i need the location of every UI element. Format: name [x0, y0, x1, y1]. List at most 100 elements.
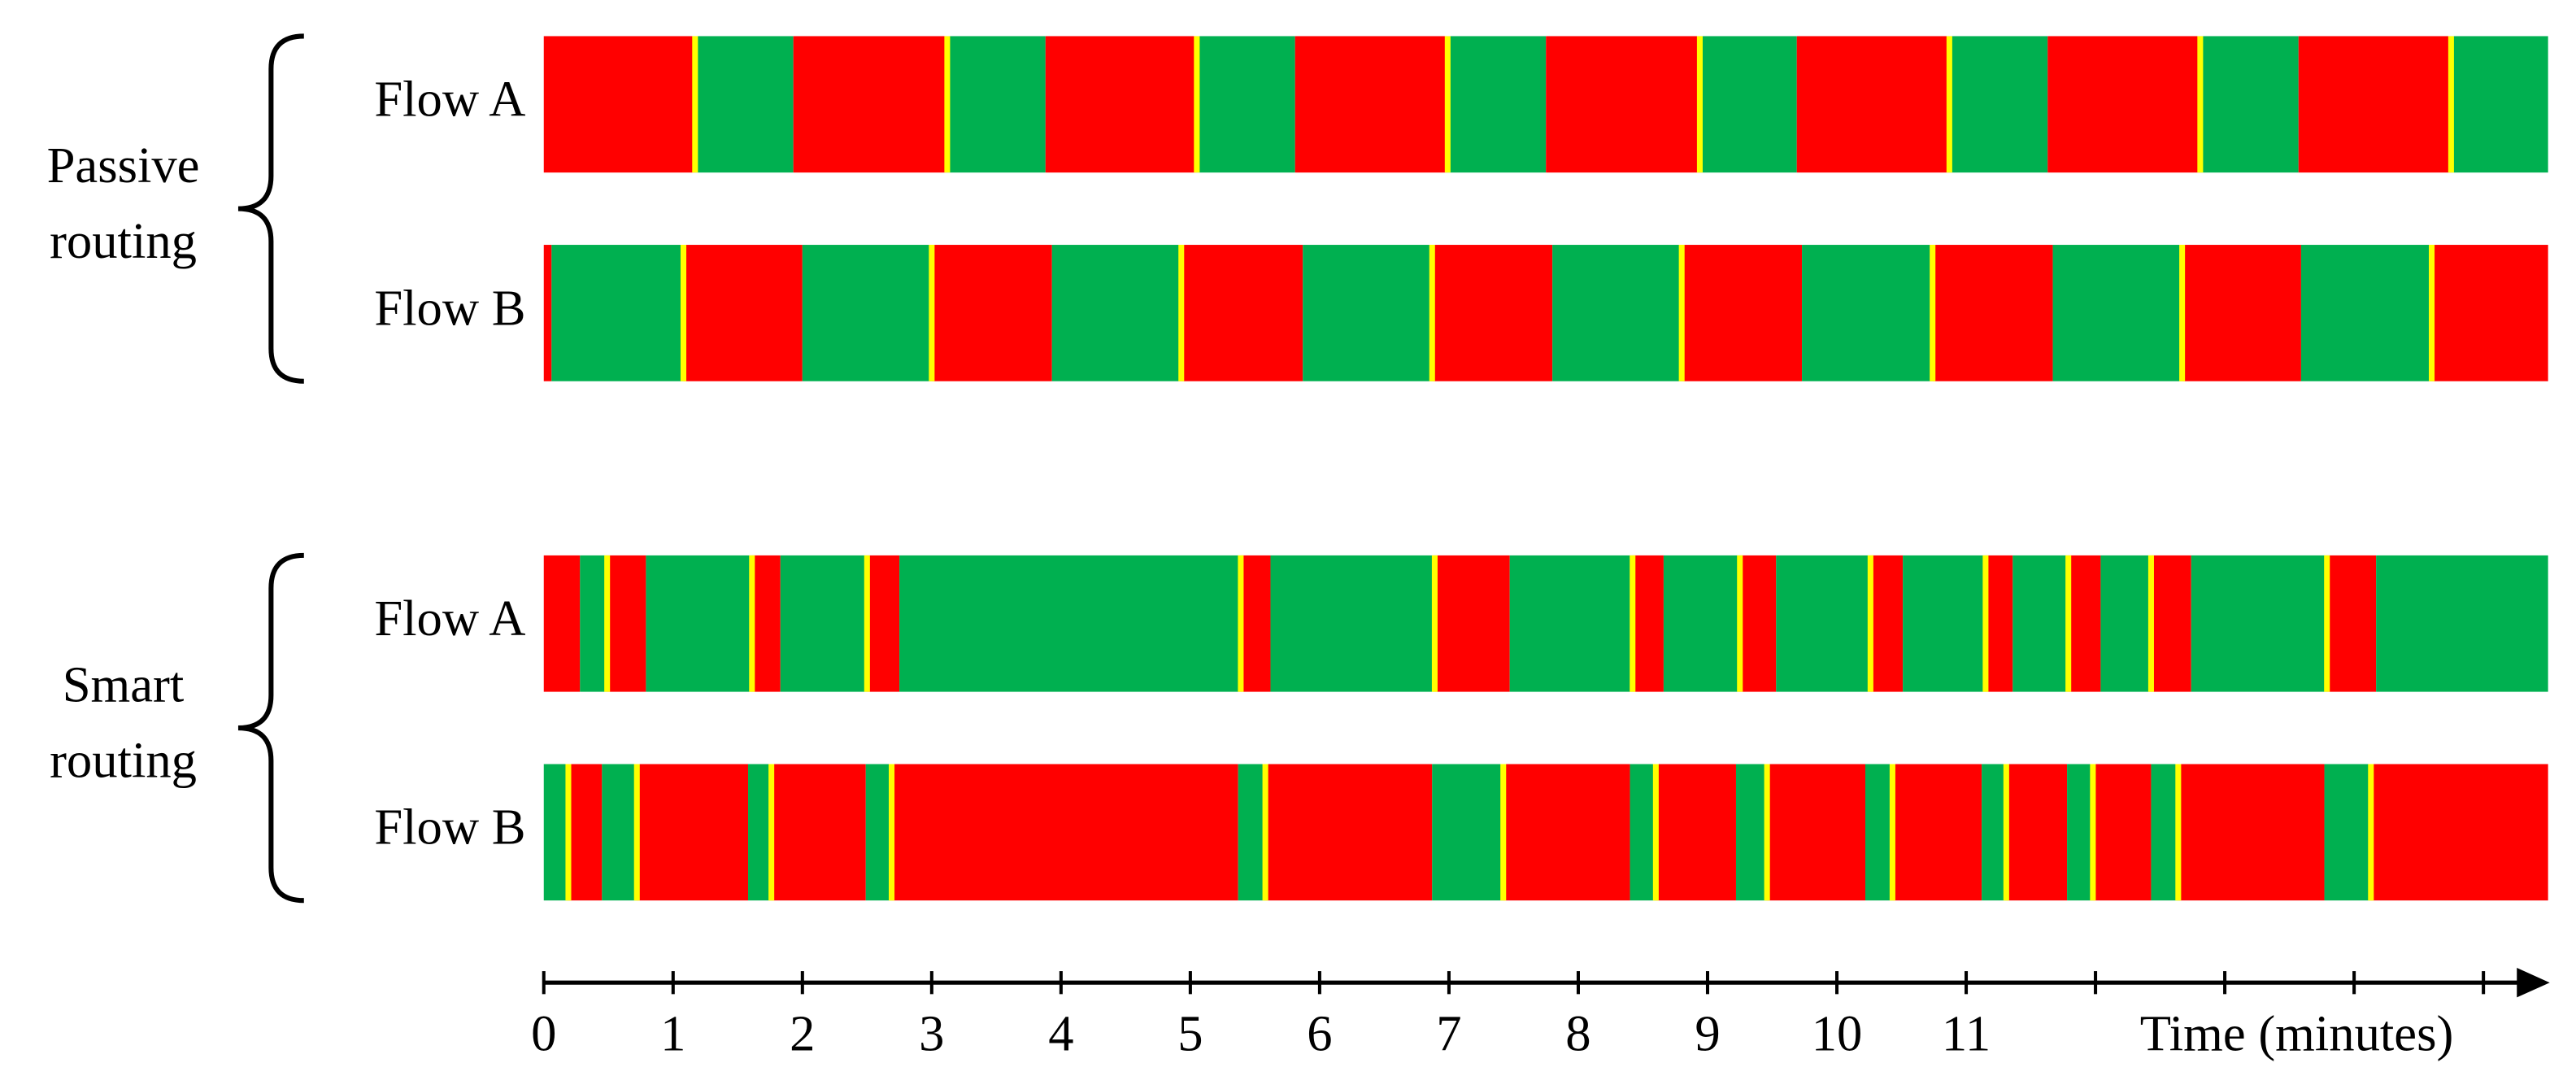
x-tick-label: 1 — [660, 1004, 685, 1061]
state-segment — [1985, 555, 2013, 692]
state-segment — [1546, 36, 1700, 173]
x-tick-label: 8 — [1565, 1004, 1590, 1061]
state-segment — [2047, 36, 2200, 173]
state-segment — [1903, 555, 1986, 692]
state-segment — [646, 555, 752, 692]
x-tick-label: 10 — [1812, 1004, 1863, 1061]
state-segment — [1270, 555, 1435, 692]
flow-label: Flow A — [374, 71, 525, 128]
state-segment — [2324, 764, 2371, 901]
state-segment — [1739, 555, 1777, 692]
state-segment — [1776, 555, 1871, 692]
state-segment — [2200, 36, 2299, 173]
state-segment — [2451, 36, 2548, 173]
x-axis-arrow — [2517, 968, 2550, 998]
x-tick-label: 6 — [1307, 1004, 1332, 1061]
state-segment — [891, 764, 1238, 901]
state-segment — [2151, 764, 2178, 901]
state-segment — [1949, 36, 2048, 173]
state-segment — [2067, 764, 2093, 901]
state-segment — [1265, 764, 1433, 901]
state-segment — [2300, 245, 2432, 381]
state-segment — [2191, 555, 2327, 692]
x-axis-label: Time (minutes) — [2140, 1004, 2454, 1061]
state-segment — [1051, 245, 1181, 381]
state-segment — [2052, 245, 2182, 381]
state-segment — [694, 36, 794, 173]
state-segment — [780, 555, 868, 692]
state-segment — [2178, 764, 2325, 901]
state-segment — [1663, 555, 1740, 692]
state-segment — [1240, 555, 1271, 692]
state-segment — [751, 555, 781, 692]
x-tick-label: 2 — [790, 1004, 815, 1061]
state-segment — [543, 764, 568, 901]
group-label: Passive routing — [47, 137, 200, 270]
state-segment — [2326, 555, 2377, 692]
state-segment — [793, 36, 947, 173]
state-segment — [2100, 555, 2152, 692]
flow-label: Flow B — [374, 799, 525, 856]
state-segment — [1802, 245, 1933, 381]
state-segment — [568, 764, 603, 901]
flow-label: Flow A — [374, 590, 525, 647]
state-segment — [1932, 245, 2053, 381]
state-segment — [867, 555, 900, 692]
state-segment — [543, 36, 695, 173]
group-label: Smart routing — [50, 656, 197, 789]
state-segment — [1735, 764, 1768, 901]
state-segment — [551, 245, 684, 381]
state-segment — [1630, 764, 1656, 901]
state-segment — [1238, 764, 1266, 901]
state-segment — [2006, 764, 2068, 901]
x-tick-label: 7 — [1436, 1004, 1461, 1061]
state-segment — [2431, 245, 2548, 381]
x-tick-label: 5 — [1177, 1004, 1203, 1061]
state-segment — [607, 555, 646, 692]
state-segment — [1434, 555, 1510, 692]
state-segment — [683, 245, 803, 381]
x-tick-label: 0 — [531, 1004, 556, 1061]
state-segment — [2092, 764, 2152, 901]
state-segment — [1045, 36, 1197, 173]
state-segment — [1699, 36, 1797, 173]
state-segment — [1303, 245, 1433, 381]
flow-label: Flow B — [374, 279, 525, 336]
state-segment — [1447, 36, 1547, 173]
state-segment — [1865, 764, 1893, 901]
x-tick-label: 9 — [1695, 1004, 1720, 1061]
state-segment — [865, 764, 892, 901]
state-segment — [2012, 555, 2069, 692]
state-segment — [802, 245, 932, 381]
state-segment — [1432, 764, 1503, 901]
state-segment — [1432, 245, 1553, 381]
x-tick-label: 3 — [919, 1004, 944, 1061]
state-segment — [1682, 245, 1803, 381]
state-segment — [2068, 555, 2101, 692]
state-segment — [946, 36, 1046, 173]
state-segment — [2298, 36, 2452, 173]
state-segment — [2182, 245, 2301, 381]
x-tick-label: 11 — [1942, 1004, 1991, 1061]
state-segment — [543, 555, 581, 692]
state-segment — [931, 245, 1052, 381]
state-segment — [899, 555, 1241, 692]
state-segment — [2151, 555, 2191, 692]
group-brace — [237, 33, 304, 384]
state-segment — [543, 245, 552, 381]
state-segment — [1295, 36, 1448, 173]
state-segment — [1196, 36, 1295, 173]
state-segment — [1509, 555, 1633, 692]
state-segment — [1656, 764, 1736, 901]
state-segment — [1870, 555, 1904, 692]
state-segment — [2376, 555, 2548, 692]
state-segment — [1181, 245, 1303, 381]
x-tick-label: 4 — [1048, 1004, 1073, 1061]
state-segment — [1767, 764, 1865, 901]
state-segment — [1982, 764, 2007, 901]
state-segment — [1892, 764, 1982, 901]
state-segment — [2370, 764, 2548, 901]
state-segment — [748, 764, 772, 901]
